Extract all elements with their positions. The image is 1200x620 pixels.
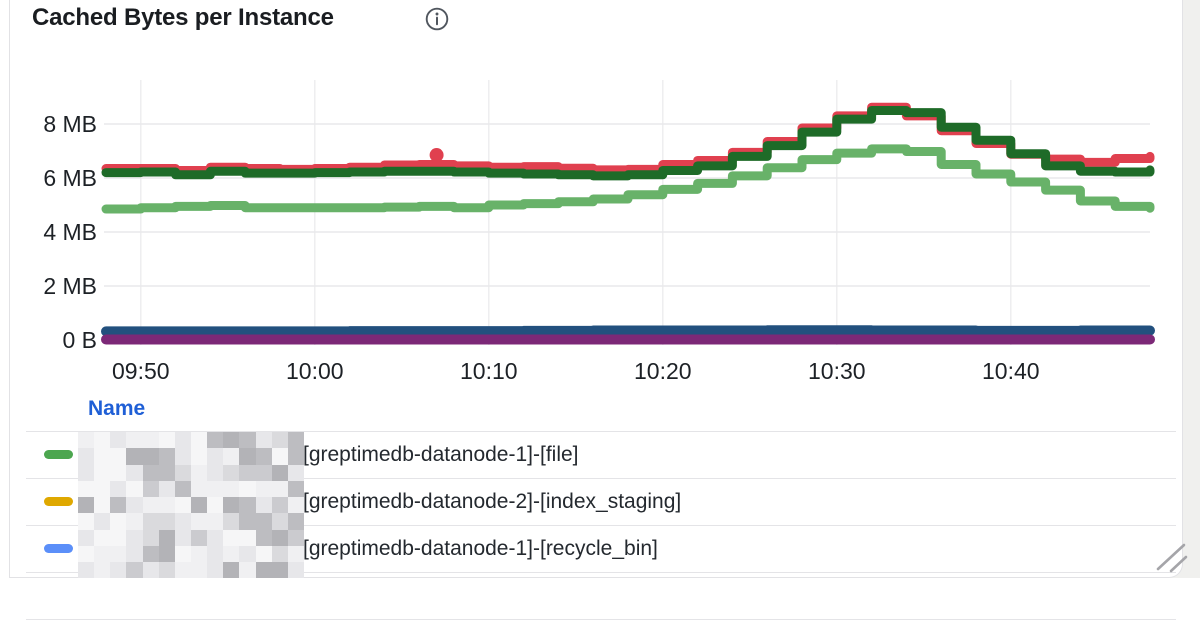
- legend-row[interactable]: [greptimedb-datanode-2]-[index_staging]: [26, 479, 1176, 526]
- y-axis-tick-label: 0 B: [62, 327, 97, 353]
- y-axis-tick-label: 4 MB: [43, 219, 97, 245]
- x-axis-tick-label: 10:00: [286, 358, 344, 384]
- x-axis-tick-label: 10:20: [634, 358, 692, 384]
- legend-row[interactable]: [greptimedb-datanode-1]-[recycle_bin]: [26, 526, 1176, 573]
- redacted-pixelated-text: [78, 432, 304, 578]
- legend-series-label: [greptimedb-datanode-1]-[recycle_bin]: [303, 537, 658, 560]
- legend-row[interactable]: [26, 573, 1176, 620]
- series-light-green: [101, 144, 1155, 214]
- panel-content: Cached Bytes per Instance 09:50 10:00 10:1…: [0, 4, 1200, 620]
- outlier-point: [429, 148, 444, 163]
- chart-plot-area[interactable]: 09:50 10:00 10:10 10:20 10:30 10:40 8 MB 6 MB 4 …: [0, 60, 1200, 395]
- x-axis-tick-label: 10:10: [460, 358, 518, 384]
- info-circle-glyph: [425, 7, 449, 31]
- panel-title: Cached Bytes per Instance: [32, 4, 334, 31]
- series-color-pill-icon: [44, 450, 73, 459]
- legend-series-label: [greptimedb-datanode-1]-[file]: [303, 443, 579, 466]
- series-color-pill-icon: [44, 544, 73, 553]
- y-axis-tick-label: 2 MB: [43, 273, 97, 299]
- y-axis-tick-label: 8 MB: [43, 111, 97, 137]
- info-circle-icon[interactable]: [424, 6, 450, 32]
- legend-name-column-header[interactable]: Name: [88, 397, 146, 420]
- legend-row[interactable]: [greptimedb-datanode-1]-[file]: [26, 432, 1176, 479]
- series-navy-blue: [101, 325, 1155, 337]
- x-axis-tick-label: 10:40: [982, 358, 1040, 384]
- series-dark-green: [101, 106, 1155, 181]
- resize-handle-glyph: [1156, 543, 1188, 573]
- series-color-pill-icon: [44, 497, 73, 506]
- y-axis-tick-label: 6 MB: [43, 165, 97, 191]
- legend-series-label: [greptimedb-datanode-2]-[index_staging]: [303, 490, 682, 513]
- x-axis-tick-label: 10:30: [808, 358, 866, 384]
- resize-handle-icon[interactable]: [1150, 538, 1190, 578]
- x-axis-tick-label: 09:50: [112, 358, 170, 384]
